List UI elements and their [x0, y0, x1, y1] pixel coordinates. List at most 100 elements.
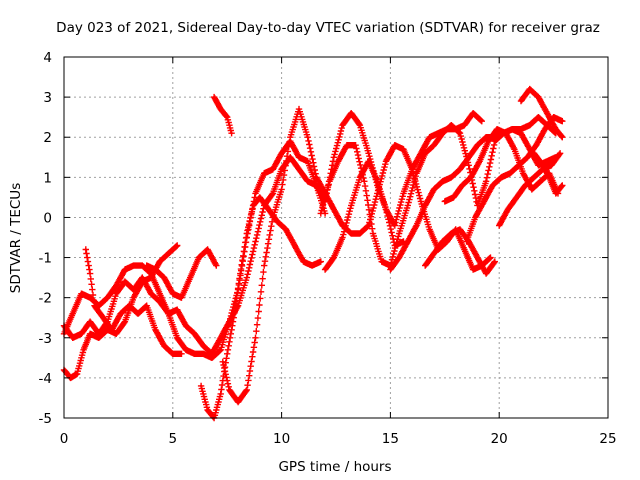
data-point	[350, 111, 353, 115]
data-point	[115, 332, 118, 335]
data-point	[450, 232, 453, 235]
data-point	[145, 304, 148, 307]
data-point	[491, 184, 494, 187]
data-point	[393, 144, 396, 147]
data-point	[197, 256, 201, 259]
y-tick-label: -1	[39, 251, 52, 267]
data-point	[128, 304, 131, 307]
y-tick-label: 1	[43, 170, 52, 186]
data-point	[384, 208, 388, 211]
data-point	[219, 107, 222, 111]
data-point	[406, 204, 410, 207]
x-tick-label: 10	[273, 431, 290, 447]
data-point	[443, 200, 446, 203]
data-point	[519, 99, 523, 103]
data-point	[410, 168, 414, 171]
y-tick-label: 0	[43, 210, 52, 226]
data-point	[493, 260, 497, 263]
data-point	[350, 204, 353, 207]
data-point	[532, 152, 536, 155]
x-tick-label: 15	[382, 431, 399, 447]
data-point	[345, 144, 349, 147]
data-point	[332, 256, 336, 259]
data-point	[480, 119, 483, 123]
data-point	[532, 176, 536, 179]
data-point	[367, 224, 370, 227]
data-point	[341, 236, 344, 239]
data-point	[158, 260, 161, 263]
data-point	[517, 164, 520, 167]
data-point	[428, 228, 431, 231]
data-point	[80, 332, 83, 335]
data-point	[537, 95, 540, 99]
data-point	[487, 140, 490, 143]
data-point	[71, 336, 74, 339]
data-point	[558, 152, 562, 155]
data-point	[297, 107, 301, 111]
data-point	[474, 216, 477, 219]
data-point	[262, 172, 266, 175]
data-point	[478, 160, 481, 163]
x-tick-label: 5	[169, 431, 178, 447]
data-point	[289, 136, 292, 139]
data-point	[219, 392, 222, 396]
data-point	[354, 144, 357, 147]
y-tick-label: 3	[43, 90, 52, 106]
data-point	[258, 196, 262, 199]
data-point	[432, 188, 436, 191]
data-point	[336, 160, 340, 163]
data-point	[88, 296, 92, 299]
data-point	[376, 180, 379, 183]
data-point	[132, 296, 135, 299]
data-point	[419, 200, 423, 203]
data-point	[88, 332, 92, 335]
data-point	[280, 152, 283, 155]
data-point	[554, 192, 557, 195]
series-track-6	[210, 93, 235, 137]
data-point	[498, 224, 501, 227]
data-point	[332, 156, 336, 159]
data-point	[154, 268, 157, 271]
data-point	[206, 408, 209, 412]
data-point	[84, 248, 87, 251]
data-point	[393, 224, 396, 227]
data-point	[276, 220, 279, 223]
data-point	[180, 296, 183, 299]
data-point	[123, 320, 127, 323]
data-point	[402, 192, 405, 195]
series-track-17	[530, 150, 566, 197]
data-point	[189, 276, 192, 279]
data-point	[504, 132, 507, 135]
data-point	[284, 228, 288, 231]
data-point	[123, 280, 127, 283]
data-point	[384, 160, 388, 163]
data-point	[328, 180, 331, 183]
data-point	[80, 292, 83, 295]
data-point	[199, 384, 203, 388]
data-point	[69, 376, 72, 380]
y-axis-label: SDTVAR / TECUs	[8, 183, 24, 293]
data-point	[471, 111, 475, 115]
data-point	[245, 388, 248, 392]
data-point	[380, 260, 383, 263]
data-point	[500, 176, 503, 179]
data-point	[476, 204, 479, 207]
data-point	[239, 272, 242, 275]
data-point	[93, 304, 96, 307]
data-point	[271, 168, 275, 171]
data-point	[550, 164, 553, 167]
data-point	[332, 208, 336, 211]
data-point	[484, 180, 488, 183]
data-point	[467, 156, 470, 159]
data-point	[323, 212, 327, 215]
data-point	[506, 208, 510, 211]
data-point	[88, 320, 92, 323]
data-point	[458, 168, 462, 171]
data-point	[561, 184, 564, 187]
data-point	[424, 204, 427, 207]
data-point	[267, 208, 270, 211]
data-point	[106, 296, 109, 299]
data-point	[452, 196, 455, 199]
data-point	[219, 348, 222, 352]
data-point	[471, 268, 475, 271]
